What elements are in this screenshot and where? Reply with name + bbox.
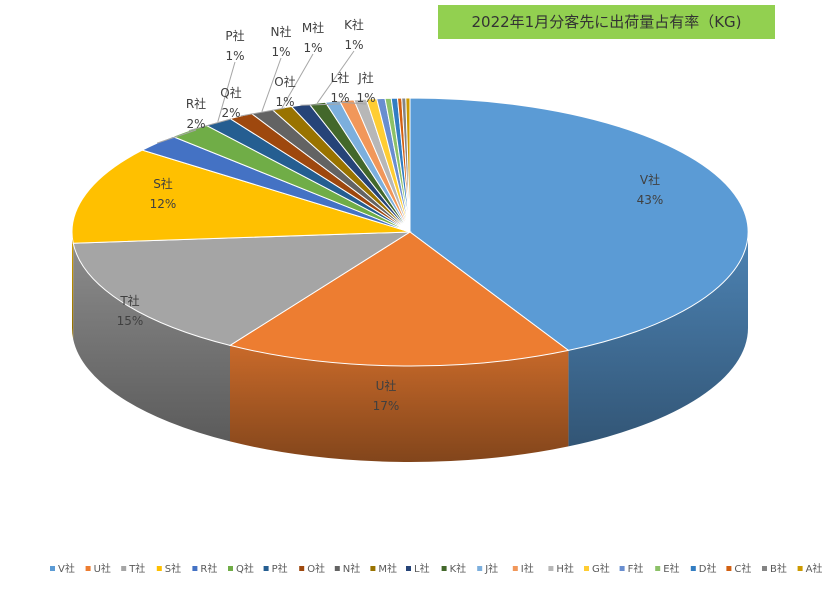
leader-line-L社 (300, 103, 341, 106)
data-label-value: 1% (330, 91, 349, 105)
data-label-name: J社 (357, 70, 374, 85)
legend-entry[interactable]: M社 (378, 562, 397, 575)
data-label-value: 17% (373, 399, 400, 413)
data-label-value: 43% (637, 193, 664, 207)
pie-side-S社 (72, 232, 74, 340)
legend-swatch (370, 566, 376, 571)
data-label-name: T社 (119, 293, 139, 308)
legend-entry[interactable]: T社 (128, 562, 145, 575)
pie-side-U社 (230, 345, 569, 463)
data-label-name: P社 (225, 28, 244, 43)
legend-entry[interactable]: N社 (343, 562, 360, 575)
data-label-value: 1% (225, 49, 244, 63)
legend-swatch (726, 566, 732, 571)
data-label-value: 12% (150, 197, 177, 211)
legend-swatch (406, 566, 411, 571)
data-label-name: S社 (153, 176, 173, 191)
legend-entry[interactable]: K社 (450, 562, 467, 575)
legend-swatch (50, 566, 55, 571)
pie-slice-S社[interactable] (71, 149, 411, 244)
legend-swatch (192, 566, 198, 571)
legend-entry[interactable]: E社 (663, 562, 679, 575)
pie-slice-V社[interactable] (409, 97, 749, 351)
legend-entry[interactable]: Q社 (236, 562, 254, 575)
legend-swatch (655, 566, 661, 571)
legend-swatch (263, 566, 269, 571)
legend-entry[interactable]: H社 (556, 562, 574, 575)
legend-swatch (762, 566, 767, 571)
data-label-name: V社 (640, 172, 660, 187)
data-label-value: 2% (221, 106, 240, 120)
leader-line-M社 (281, 53, 314, 109)
legend-entry[interactable]: O社 (307, 562, 325, 575)
legend-entry[interactable]: L社 (414, 562, 430, 575)
leader-line-K社 (316, 50, 355, 104)
legend-entry[interactable]: C社 (734, 562, 751, 575)
legend-entry[interactable]: A社 (806, 562, 822, 575)
legend-entry[interactable]: D社 (699, 562, 717, 575)
data-label-value: 15% (117, 314, 144, 328)
leader-line-P社 (217, 61, 236, 122)
data-label-value: 1% (356, 91, 375, 105)
legend-swatch (228, 566, 233, 571)
legend-swatch (512, 566, 518, 571)
data-label-value: 1% (303, 41, 322, 55)
legend-entry[interactable]: B社 (770, 562, 787, 575)
legend-entry[interactable]: R社 (200, 562, 217, 575)
data-label-value: 1% (271, 45, 290, 59)
legend-swatch (548, 566, 554, 571)
legend-entry[interactable]: U社 (94, 562, 111, 575)
legend-swatch (299, 566, 305, 571)
pie-slice-T社[interactable] (72, 231, 412, 346)
legend-swatch (797, 566, 803, 571)
data-label-name: L社 (331, 70, 350, 85)
legend-swatch (334, 566, 340, 571)
legend-swatch (441, 566, 447, 571)
legend-entry[interactable]: J社 (484, 562, 498, 575)
data-label-name: Q社 (220, 85, 241, 100)
data-label-name: N社 (271, 24, 292, 39)
leader-line-J社 (332, 101, 367, 105)
data-label-name: M社 (302, 20, 324, 35)
legend-swatch (619, 566, 625, 571)
data-label-name: K社 (344, 17, 364, 32)
data-label-name: U社 (376, 378, 397, 393)
legend-entry[interactable]: S社 (165, 562, 181, 575)
pie-side-T社 (73, 243, 230, 442)
data-label-name: O社 (274, 74, 295, 89)
legend-entry[interactable]: F社 (628, 562, 644, 575)
pie-slice-A社[interactable] (405, 97, 411, 233)
leader-line-Q社 (188, 118, 232, 132)
data-label-name: R社 (186, 96, 206, 111)
legend-swatch (156, 566, 162, 571)
leader-line-R社 (156, 129, 197, 144)
leader-line-N社 (261, 57, 282, 112)
legend-swatch (477, 566, 483, 571)
legend-swatch (85, 566, 91, 571)
legend-entry[interactable]: I社 (521, 562, 534, 575)
data-label-value: 2% (186, 117, 205, 131)
legend-entry[interactable]: P社 (272, 562, 288, 575)
pie-slice-U社[interactable] (228, 231, 570, 367)
data-label-value: 1% (275, 95, 294, 109)
legend-swatch (584, 566, 589, 571)
legend-entry[interactable]: V社 (58, 562, 75, 575)
legend-entry[interactable]: G社 (592, 562, 610, 575)
chart-title: 2022年1月分客先に出荷量占有率（KG) (438, 5, 775, 39)
pie-side-V社 (568, 232, 749, 447)
legend-swatch (690, 566, 696, 571)
data-label-value: 1% (344, 38, 363, 52)
legend-swatch (121, 566, 127, 571)
leader-line-O社 (240, 107, 286, 117)
